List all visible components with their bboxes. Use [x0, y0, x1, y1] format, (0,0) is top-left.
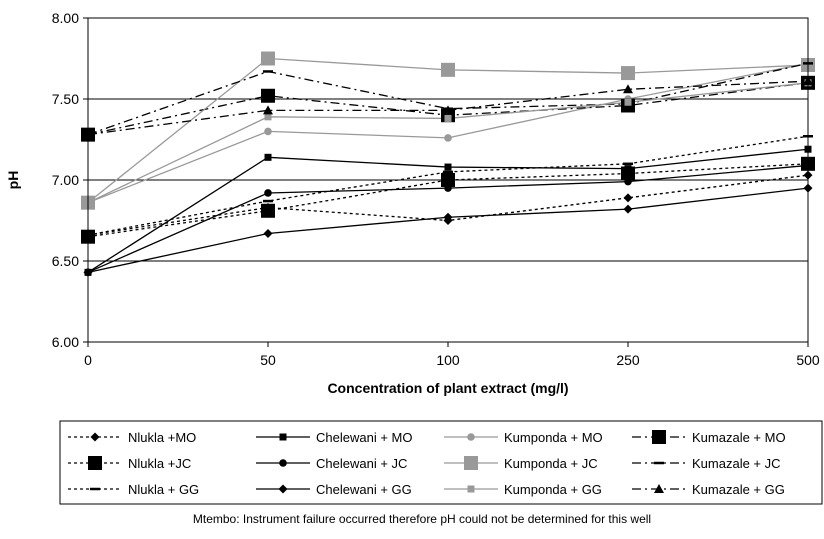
y-tick-label: 6.00 — [52, 334, 79, 350]
legend-swatch-marker — [654, 484, 664, 493]
data-point — [623, 193, 633, 203]
legend-swatch-marker — [467, 433, 475, 441]
data-point — [623, 84, 633, 94]
data-point — [441, 173, 455, 187]
y-tick-label: 7.00 — [52, 172, 79, 188]
data-point — [264, 153, 272, 161]
data-point — [624, 177, 632, 186]
legend-swatch-marker — [467, 485, 475, 493]
legend-label: Nlukla +MO — [128, 430, 196, 445]
data-point — [264, 113, 272, 121]
data-point — [264, 127, 272, 136]
legend-swatch-marker — [278, 484, 288, 494]
legend-label: Kumazale + JC — [692, 456, 781, 471]
legend-label: Kumponda + GG — [504, 482, 602, 497]
series-line — [87, 135, 809, 236]
legend-swatch-marker — [279, 433, 287, 441]
x-tick-label: 0 — [84, 352, 92, 368]
data-point — [261, 203, 275, 218]
data-point — [444, 184, 452, 192]
x-tick-label: 50 — [260, 352, 276, 368]
y-tick-label: 6.50 — [52, 253, 79, 269]
y-axis-title: pH — [5, 171, 21, 190]
data-point — [263, 228, 273, 238]
legend-swatch-marker — [464, 456, 478, 470]
legend-label: Chelewani + MO — [316, 430, 412, 445]
data-point — [261, 88, 275, 103]
y-tick-label: 7.50 — [52, 91, 79, 107]
axes: 6.00 6.50 7.00 7.50 8.00 0 50 100 250 500 — [52, 10, 820, 368]
data-point — [623, 204, 633, 214]
legend-label: Kumazale + MO — [692, 430, 786, 445]
data-point — [263, 105, 273, 115]
data-point — [444, 163, 452, 171]
data-point — [261, 51, 275, 66]
data-point — [443, 212, 453, 222]
y-tick-label: 8.00 — [52, 10, 79, 26]
legend-label: Nlukla + GG — [128, 482, 199, 497]
legend-box — [59, 420, 823, 505]
data-point — [621, 66, 635, 81]
x-axis-title: Concentration of plant extract (mg/l) — [327, 380, 568, 396]
data-point — [444, 134, 452, 142]
legend-swatch-marker — [279, 459, 287, 467]
x-tick-label: 500 — [796, 352, 820, 368]
legend-swatch-marker — [90, 432, 100, 442]
data-point — [441, 62, 455, 77]
legend-label: Kumponda + MO — [504, 430, 603, 445]
series-line — [87, 187, 809, 273]
data-point — [444, 114, 452, 122]
legend-label: Kumponda + JC — [504, 456, 598, 471]
x-tick-label: 100 — [436, 352, 460, 368]
legend-label: Chelewani + JC — [316, 456, 407, 471]
data-point — [443, 105, 453, 115]
legend-label: Nlukla +JC — [128, 456, 191, 471]
data-point — [624, 98, 632, 106]
series-markers — [81, 51, 815, 277]
legend-label: Kumazale + GG — [692, 482, 785, 497]
legend-swatch-marker — [652, 430, 666, 444]
data-point — [621, 166, 635, 181]
legend-swatch-marker — [88, 456, 102, 470]
data-point — [264, 189, 272, 197]
x-tick-label: 250 — [616, 352, 640, 368]
footnote: Mtembo: Instrument failure occurred ther… — [193, 512, 651, 526]
legend: Nlukla +MO Chelewani + MO Kumponda + MO Kum… — [59, 420, 823, 505]
legend-label: Chelewani + GG — [316, 482, 412, 497]
